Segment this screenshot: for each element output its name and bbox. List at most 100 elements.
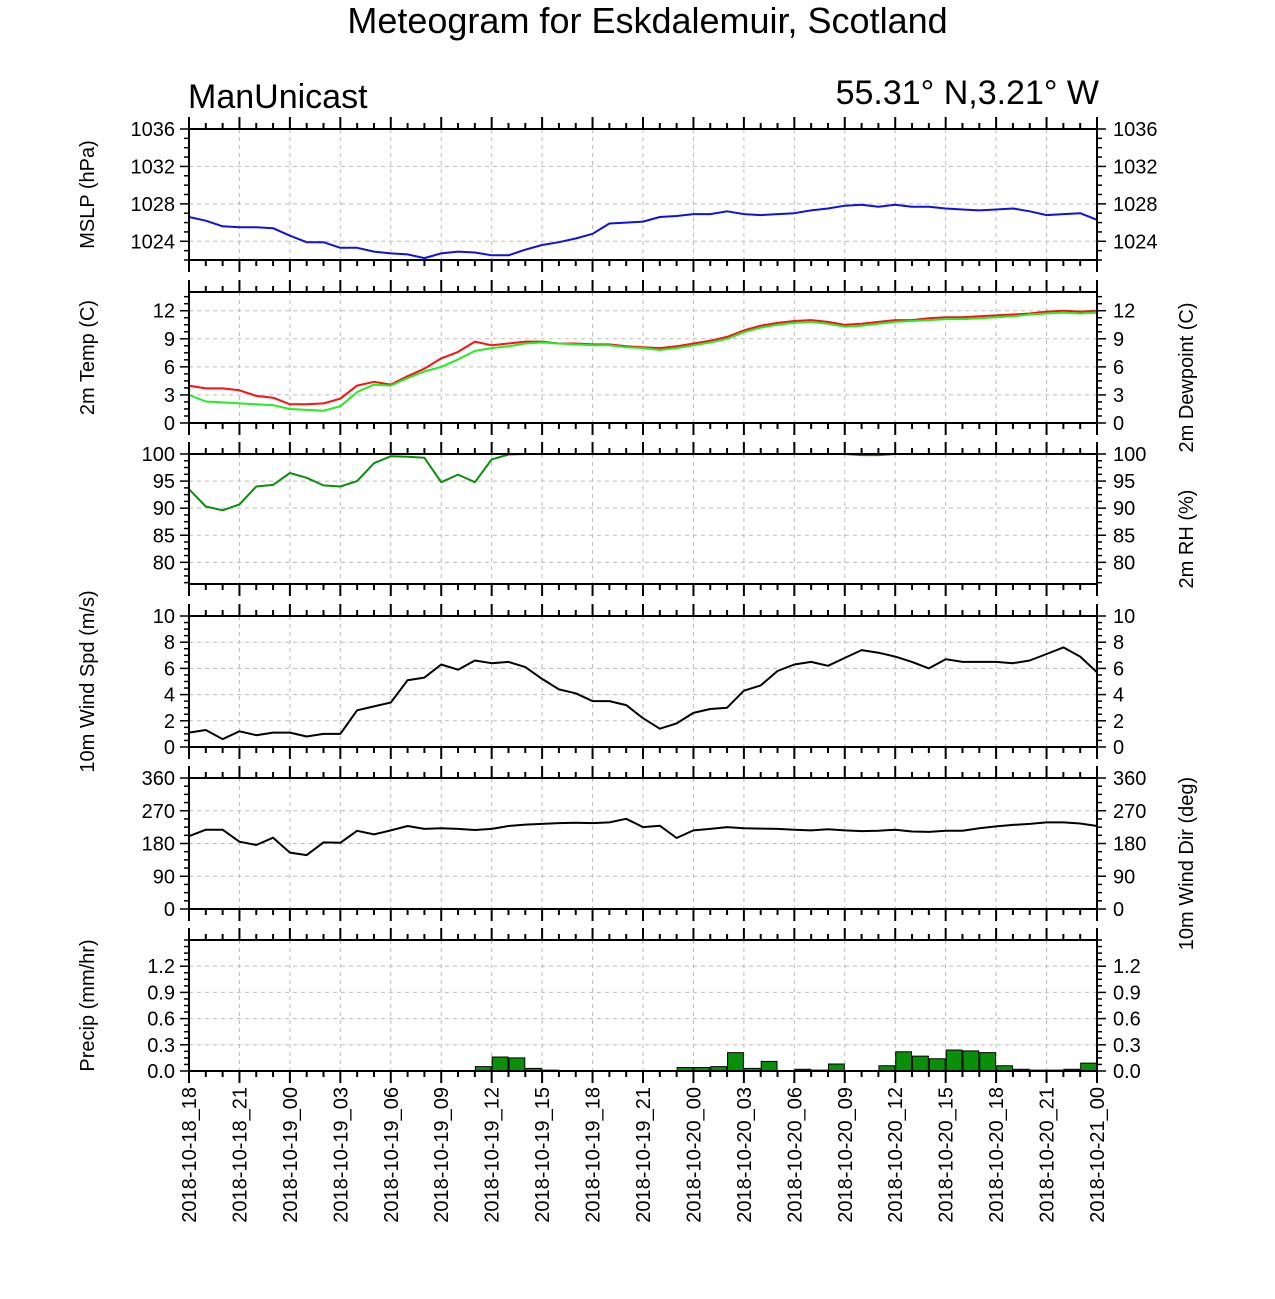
y-tick-label: 8: [164, 632, 175, 654]
y-tick-label: 8: [1113, 632, 1124, 654]
precip-bar: [1080, 1062, 1097, 1072]
y-tick-label: 90: [1113, 866, 1135, 888]
x-tick-label: 2018-10-20_18: [986, 1087, 1008, 1223]
precip-bar: [962, 1050, 980, 1072]
y-tick-label: 1.2: [1113, 956, 1141, 978]
y-tick-label: 80: [1113, 552, 1135, 574]
y-tick-label: 1032: [131, 156, 176, 178]
y-tick-label: 95: [1113, 471, 1135, 493]
y-tick-label: 0.0: [147, 1061, 175, 1083]
y-tick-label: 90: [1113, 498, 1135, 520]
x-tick-label: 2018-10-19_09: [431, 1087, 453, 1223]
y-tick-label: 4: [164, 685, 175, 707]
x-tick-label: 2018-10-19_00: [280, 1087, 302, 1223]
x-tick-label: 2018-10-21_00: [1087, 1087, 1109, 1223]
y-tick-label: 1.2: [147, 956, 175, 978]
x-tick-label: 2018-10-19_15: [532, 1087, 554, 1223]
y-tick-label: 0.3: [147, 1035, 175, 1057]
y-tick-label: 10: [153, 606, 175, 628]
y-tick-label: 1032: [1113, 156, 1158, 178]
y-tick-label: 270: [142, 801, 175, 823]
y-tick-label: 1036: [1113, 119, 1158, 141]
y-tick-label: 360: [142, 768, 175, 790]
y-tick-label: 180: [1113, 834, 1146, 856]
precip-bar: [895, 1051, 913, 1072]
wind_speed-series-line: [188, 646, 1098, 741]
x-tick-label: 2018-10-20_06: [784, 1087, 806, 1223]
precip-bar: [928, 1058, 946, 1072]
y-tick-label: 12: [1113, 301, 1135, 323]
chart-title: Meteogram for Eskdalemuir, Scotland: [347, 0, 948, 41]
y-axis-label-left: Precip (mm/hr): [77, 939, 99, 1071]
x-tick-label: 2018-10-19_21: [633, 1087, 655, 1223]
model-label: ManUnicast: [188, 78, 368, 116]
x-tick-label: 2018-10-19_12: [482, 1087, 504, 1223]
precip-bar: [727, 1052, 744, 1072]
y-tick-label: 0: [164, 413, 175, 435]
x-tick-label: 2018-10-20_09: [835, 1087, 857, 1223]
precip-bar: [912, 1055, 929, 1072]
x-tick-label: 2018-10-18_21: [229, 1087, 251, 1223]
x-tick-label: 2018-10-20_15: [936, 1087, 958, 1223]
y-tick-label: 0.9: [147, 982, 175, 1004]
y-tick-label: 0: [1113, 737, 1124, 759]
y-tick-label: 0.6: [1113, 1009, 1141, 1031]
y-tick-label: 4: [1113, 685, 1124, 707]
y-tick-label: 6: [1113, 357, 1124, 379]
y-tick-label: 1024: [1113, 231, 1158, 253]
y-tick-label: 85: [153, 525, 175, 547]
y-tick-label: 0: [164, 899, 175, 921]
x-tick-label: 2018-10-19_03: [330, 1087, 352, 1223]
y-tick-label: 3: [164, 385, 175, 407]
precip-bar: [508, 1057, 526, 1072]
y-tick-label: 2: [1113, 711, 1124, 733]
y-tick-label: 80: [153, 552, 175, 574]
y-axis-label-left: MSLP (hPa): [77, 140, 99, 249]
y-tick-label: 9: [1113, 329, 1124, 351]
y-tick-label: 180: [142, 834, 175, 856]
y-tick-label: 100: [142, 444, 175, 466]
y-tick-label: 0.3: [1113, 1035, 1141, 1057]
precip-bar: [491, 1056, 509, 1072]
y-tick-label: 360: [1113, 768, 1146, 790]
y-tick-label: 0.6: [147, 1009, 175, 1031]
y-tick-label: 0: [164, 737, 175, 759]
y-axis-label-right: 2m Dewpoint (C): [1176, 302, 1198, 452]
y-tick-label: 6: [1113, 658, 1124, 680]
y-axis-label-left: 10m Wind Spd (m/s): [77, 590, 99, 772]
y-tick-label: 100: [1113, 444, 1146, 466]
y-tick-label: 85: [1113, 525, 1135, 547]
y-tick-label: 95: [153, 471, 175, 493]
y-tick-label: 0.0: [1113, 1061, 1141, 1083]
y-tick-label: 1024: [131, 231, 176, 253]
wind_dir-series-line: [188, 817, 1098, 857]
y-axis-label-right: 2m RH (%): [1176, 490, 1198, 589]
y-tick-label: 3: [1113, 385, 1124, 407]
y-tick-label: 0.9: [1113, 982, 1141, 1004]
y-tick-label: 90: [153, 866, 175, 888]
precip-bar: [827, 1063, 845, 1072]
y-axis-label-right: 10m Wind Dir (deg): [1176, 777, 1198, 950]
y-tick-label: 10: [1113, 606, 1135, 628]
x-tick-label: 2018-10-20_12: [885, 1087, 907, 1223]
precip-bar: [979, 1052, 997, 1072]
x-tick-label: 2018-10-20_03: [734, 1087, 756, 1223]
y-tick-label: 6: [164, 658, 175, 680]
y-tick-label: 0: [1113, 899, 1124, 921]
precip-bar: [945, 1049, 963, 1072]
y-tick-label: 1028: [131, 194, 176, 216]
y-tick-label: 0: [1113, 413, 1124, 435]
x-tick-label: 2018-10-19_18: [583, 1087, 605, 1223]
location-label: 55.31° N,3.21° W: [835, 74, 1099, 112]
mslp-series-line: [188, 203, 1098, 260]
y-tick-label: 6: [164, 357, 175, 379]
x-tick-label: 2018-10-19_06: [381, 1087, 403, 1223]
y-tick-label: 270: [1113, 801, 1146, 823]
y-tick-label: 1028: [1113, 194, 1158, 216]
y-tick-label: 9: [164, 329, 175, 351]
precip-bar: [760, 1060, 778, 1072]
x-tick-label: 2018-10-20_00: [683, 1087, 705, 1223]
temp-series-line: [188, 311, 1098, 412]
y-tick-label: 1036: [131, 119, 176, 141]
